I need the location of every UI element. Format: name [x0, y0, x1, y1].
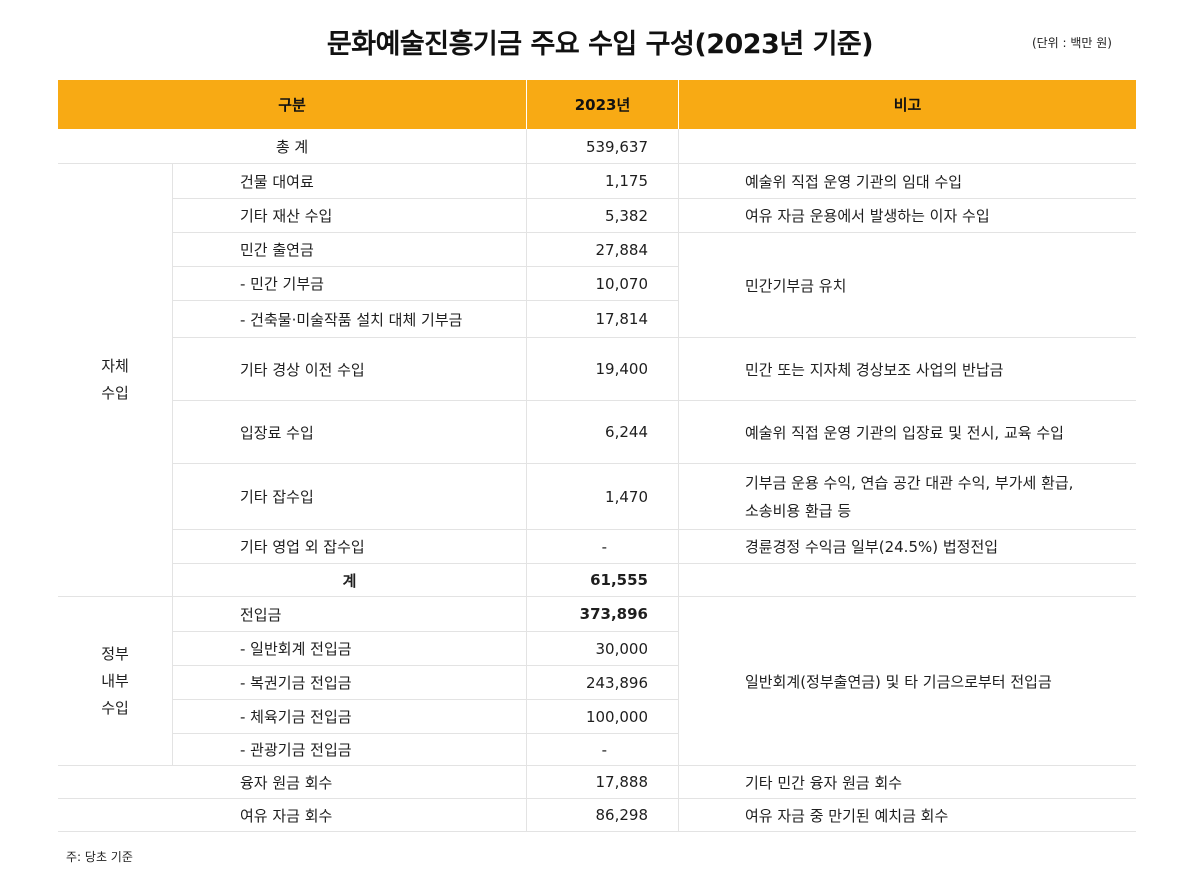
- grid-row-line: [172, 699, 678, 700]
- self-income-remark: 기부금 운용 수익, 연습 공간 대관 수익, 부가세 환급, 소송비용 환급 …: [745, 473, 1074, 520]
- grid-row-line: [172, 733, 678, 734]
- header-divider: [678, 80, 679, 129]
- grid-row-line: [58, 596, 1136, 597]
- self-income-row-value: 6,244: [605, 423, 648, 441]
- self-income-subtotal-label: 계: [342, 571, 357, 590]
- header-category: 구분: [58, 80, 526, 129]
- grid-row-line: [172, 198, 678, 199]
- self-income-row-label: 기타 경상 이전 수입: [240, 360, 365, 379]
- self-income-remark: 예술위 직접 운영 기관의 입장료 및 전시, 교육 수입: [745, 423, 1064, 442]
- grid-row-line: [58, 798, 1136, 799]
- footnote: 주: 당초 기준: [66, 850, 133, 864]
- self-income-remark: 여유 자금 운용에서 발생하는 이자 수입: [745, 207, 990, 225]
- loan-recovery-label: 융자 원금 회수: [240, 773, 333, 792]
- gov-internal-group-label: 정부 내부 수입: [101, 644, 129, 717]
- gov-internal-row-label: - 체육기금 전입금: [240, 708, 352, 726]
- self-income-row-label: - 건축물·미술작품 설치 대체 기부금: [240, 310, 463, 329]
- grid-row-line: [172, 337, 678, 338]
- gov-internal-row-value: 100,000: [585, 707, 648, 726]
- self-income-remark: 경륜경정 수익금 일부(24.5%) 법정전입: [745, 538, 999, 556]
- self-income-row-value: 17,814: [595, 310, 649, 328]
- grid-row-line: [678, 232, 1136, 233]
- surplus-recovery-label: 여유 자금 회수: [240, 806, 333, 825]
- grid-row-line: [678, 463, 1136, 464]
- loan-recovery-value: 17,888: [595, 773, 649, 791]
- grid-row-line: [678, 529, 1136, 530]
- gov-internal-row-label: 전입금: [240, 605, 282, 624]
- grid-row-line: [172, 400, 678, 401]
- self-income-remark: 민간기부금 유치: [745, 276, 847, 295]
- self-income-row-label: - 민간 기부금: [240, 275, 324, 293]
- header-divider: [526, 80, 527, 129]
- header-remarks: 비고: [679, 80, 1136, 129]
- self-income-subtotal-value: 61,555: [590, 571, 648, 589]
- total-label: 총 계: [275, 138, 309, 156]
- self-income-row-value: 27,884: [595, 240, 649, 259]
- grid-row-line: [678, 563, 1136, 564]
- grid-col-line: [172, 163, 173, 765]
- gov-internal-row-value: 30,000: [595, 639, 649, 658]
- grid-row-line: [172, 266, 678, 267]
- loan-recovery-remark: 기타 민간 융자 원금 회수: [745, 773, 903, 792]
- grid-row-line: [678, 198, 1136, 199]
- grid-row-line: [172, 563, 678, 564]
- grid-row-line: [172, 631, 678, 632]
- gov-internal-row-value: 243,896: [585, 673, 648, 692]
- grid-col-line: [678, 129, 679, 831]
- self-income-row-label: 건물 대여료: [240, 172, 314, 191]
- grid-row-line: [172, 665, 678, 666]
- surplus-recovery-value: 86,298: [595, 806, 649, 824]
- gov-internal-row-label: - 복권기금 전입금: [240, 674, 352, 692]
- grid-row-line: [58, 163, 1136, 164]
- surplus-recovery-remark: 여유 자금 중 만기된 예치금 회수: [745, 806, 949, 825]
- gov-internal-row-label: - 관광기금 전입금: [240, 741, 352, 759]
- grid-row-line: [678, 400, 1136, 401]
- self-income-remark: 예술위 직접 운영 기관의 임대 수입: [745, 172, 963, 191]
- header-year: 2023년: [527, 80, 678, 129]
- table-title: 문화예술진흥기금 주요 수입 구성(2023년 기준): [326, 29, 874, 60]
- self-income-group-label: 자체 수입: [101, 357, 129, 402]
- total-value: 539,637: [585, 137, 648, 156]
- self-income-row-value: 19,400: [595, 360, 649, 378]
- grid-row-line: [172, 300, 678, 301]
- self-income-row-label: 기타 영업 외 잡수입: [240, 538, 365, 556]
- grid-row-line: [172, 463, 678, 464]
- self-income-remark: 민간 또는 지자체 경상보조 사업의 반납금: [745, 360, 1004, 379]
- gov-internal-row-value: 373,896: [579, 605, 648, 623]
- self-income-row-value: 5,382: [605, 206, 648, 225]
- grid-row-line: [58, 765, 1136, 766]
- grid-col-line: [526, 129, 527, 831]
- grid-row-line: [58, 831, 1136, 832]
- grid-row-line: [678, 337, 1136, 338]
- self-income-row-label: 입장료 수입: [240, 423, 314, 442]
- self-income-row-label: 기타 잡수입: [240, 488, 314, 506]
- gov-internal-row-label: - 일반회계 전입금: [240, 640, 352, 658]
- self-income-row-label: 기타 재산 수입: [240, 207, 333, 225]
- gov-internal-remark: 일반회계(정부출연금) 및 타 기금으로부터 전입금: [745, 672, 1052, 691]
- grid-row-line: [172, 232, 678, 233]
- self-income-row-value: 10,070: [595, 274, 649, 293]
- unit-note: (단위 : 백만 원): [1031, 36, 1112, 50]
- self-income-row-value: 1,470: [605, 487, 648, 506]
- gov-internal-row-value: -: [601, 740, 607, 759]
- grid-row-line: [172, 529, 678, 530]
- self-income-row-label: 민간 출연금: [240, 241, 314, 259]
- self-income-row-value: 1,175: [605, 172, 648, 190]
- self-income-row-value: -: [601, 537, 607, 556]
